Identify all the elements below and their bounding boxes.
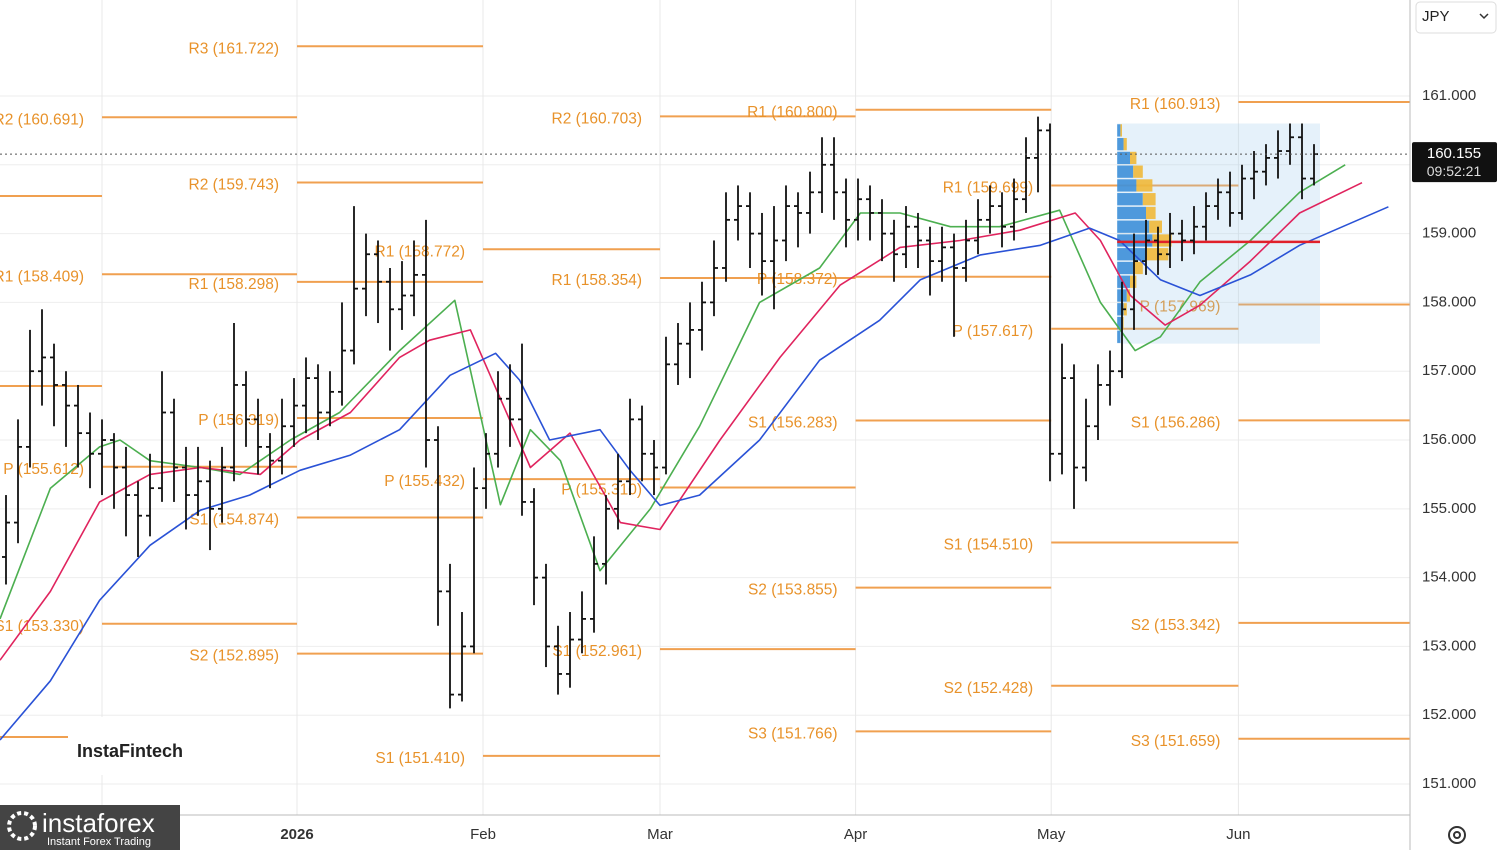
logo-icon [7,811,37,841]
grid [0,0,1410,815]
pivot-label: S1 (156.286) [1131,414,1221,431]
profile-buy [1117,138,1124,151]
axes: 151.000 152.000 153.000 154.000 155.000 156.0… [280,87,1497,843]
profile-sell [1126,289,1130,302]
pivot-label: R1 (160.800) [747,104,837,121]
profile-buy [1117,303,1124,316]
pivot-label: S1 (154.510) [944,537,1034,554]
profile-sell [1146,206,1156,220]
x-tick-label: May [1037,826,1066,843]
moving-average [0,206,1389,741]
settings-icon[interactable] [1448,826,1466,844]
profile-buy [1117,193,1143,206]
y-tick-label: 158.000 [1422,293,1476,310]
dropdown-chevron[interactable] [1479,13,1489,20]
y-tick-label: 153.000 [1422,637,1476,654]
pivot-label: S1 (153.330) [0,618,84,635]
profile-buy [1117,179,1137,192]
pivot-label: R1 (158.772) [375,243,465,260]
watermark: InstaFintech [77,741,183,761]
currency-dropdown[interactable]: JPY [1415,1,1497,34]
profile-sell [1136,179,1153,192]
pivot-label: R3 (161.722) [189,40,279,57]
price-tag-value: 160.155 [1427,145,1481,162]
plot-area: R2 (160.691) R1 (158.409) P (155.612) S1 (1… [0,40,1410,767]
pivot-label: R1 (160.913) [1130,96,1220,113]
profile-sell [1120,124,1122,137]
logo-tagline: Instant Forex Trading [47,836,151,848]
logo-text: instaforex [42,808,155,838]
pivot-label: S3 (151.766) [748,725,838,742]
y-tick-label: 156.000 [1422,431,1476,448]
y-tick-label: 152.000 [1422,706,1476,723]
profile-buy [1117,151,1130,165]
profile-sell [1142,193,1156,206]
pivot-label: R2 (160.703) [552,111,642,128]
pivot-label: P (156.319) [198,412,279,429]
dropdown-box[interactable] [1415,1,1497,34]
profile-sell [1133,261,1143,275]
y-tick-label: 154.000 [1422,569,1476,586]
pivot-label: S1 (156.283) [748,415,838,432]
pivot-label: S1 (154.874) [189,512,279,529]
profile-sell [1130,151,1137,165]
profile-buy [1117,220,1150,233]
x-tick-label: Jun [1226,826,1250,843]
profile-buy [1117,124,1121,137]
pivot-label: S1 (151.410) [375,750,465,767]
y-tick-label: 157.000 [1422,362,1476,379]
profile-buy [1117,330,1121,343]
profile-buy [1117,165,1134,178]
pivot-label: S2 (153.855) [748,582,838,599]
pivot-label: P (155.612) [3,461,84,478]
moving-average [0,181,1363,661]
x-tick-label: 2026 [280,826,313,843]
y-tick-label: 159.000 [1422,225,1476,242]
pivot-label: S1 (152.961) [552,643,642,660]
profile-sell [1123,138,1127,151]
profile-sell [1149,220,1162,233]
pivot-label: R1 (158.354) [552,272,642,289]
profile-buy [1117,248,1146,261]
price-tag [1412,142,1497,183]
pivot-label: P (158.372) [757,271,838,288]
pivot-label: S3 (151.659) [1131,733,1221,750]
x-tick-label: Feb [470,826,496,843]
dropdown-value[interactable]: JPY [1422,8,1450,25]
price-tag-countdown: 09:52:21 [1427,163,1482,179]
pivot-label: P (157.969) [1140,299,1221,316]
pivot-label: R1 (158.409) [0,268,84,285]
pivot-label: R2 (160.691) [0,111,84,128]
profile-sell [1133,165,1143,178]
pivot-label: S2 (152.428) [944,680,1034,697]
watermark-box [68,717,194,775]
settings-icon-center[interactable] [1453,831,1461,839]
y-tick-label: 161.000 [1422,87,1476,104]
y-tick-label: 151.000 [1422,775,1476,792]
y-tick-label: 155.000 [1422,500,1476,517]
profile-buy [1117,316,1122,330]
profile-buy [1117,206,1146,220]
pivot-label: S2 (152.895) [189,648,279,665]
pivot-label: R1 (159.699) [943,180,1033,197]
pivot-label: R1 (158.298) [189,276,279,293]
x-tick-label: Apr [844,826,867,843]
logo-box [0,805,180,850]
profile-buy [1117,261,1134,275]
settings-button[interactable] [1448,826,1466,844]
pivot-label: P (157.617) [952,323,1033,340]
pivot-label: R2 (159.743) [189,177,279,194]
profile-area [1117,123,1320,344]
pivot-label: P (155.432) [384,473,465,490]
x-tick-label: Mar [647,826,673,843]
pivot-label: S2 (153.342) [1131,617,1221,634]
